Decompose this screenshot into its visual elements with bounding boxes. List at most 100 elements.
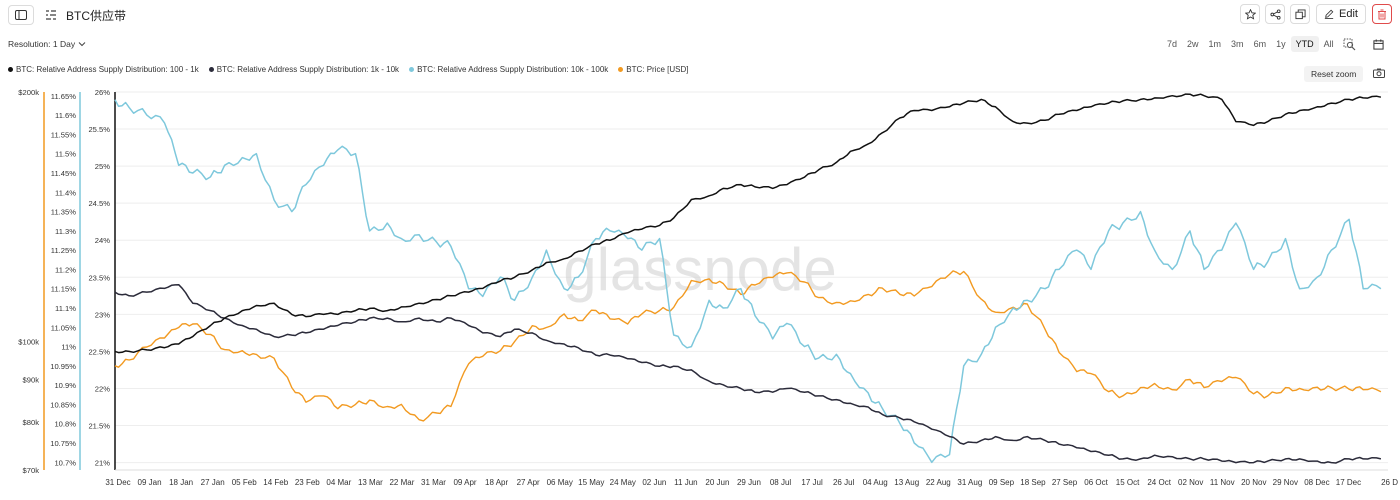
range-2w[interactable]: 2w bbox=[1187, 39, 1199, 49]
band-10k-100k-tick-label: 11.65% bbox=[51, 92, 76, 101]
price-tick-label: $70k bbox=[23, 466, 40, 475]
x-tick-label: 15 May bbox=[578, 478, 604, 487]
dashboard-icon bbox=[46, 10, 56, 20]
band-10k-100k-tick-label: 11.55% bbox=[51, 130, 76, 139]
duplicate-button[interactable] bbox=[1290, 4, 1310, 24]
legend-item-1k-10k[interactable]: BTC: Relative Address Supply Distributio… bbox=[208, 65, 400, 74]
band-100-1k-tick-label: 23% bbox=[95, 310, 110, 319]
chart-area[interactable]: glassnode $200k $100k $90k $80k $70k 11.65% 11… bbox=[0, 80, 1400, 500]
star-icon bbox=[1244, 8, 1256, 20]
x-tick-label: 18 Jan bbox=[169, 478, 193, 487]
x-tick-label: 02 Nov bbox=[1178, 478, 1203, 487]
x-tick-label: 27 Sep bbox=[1052, 478, 1078, 487]
edit-button[interactable]: Edit bbox=[1316, 4, 1366, 24]
date-picker-button[interactable] bbox=[1370, 36, 1386, 52]
range-3m[interactable]: 3m bbox=[1231, 39, 1244, 49]
x-tick-label: 06 May bbox=[547, 478, 573, 487]
price-tick-label: $200k bbox=[18, 88, 39, 97]
band-10k-100k-tick-label: 11.4% bbox=[55, 188, 76, 197]
band-100-1k-tick-label: 25.5% bbox=[88, 125, 110, 134]
legend-label: BTC: Relative Address Supply Distributio… bbox=[216, 65, 400, 74]
x-tick-label: 09 Sep bbox=[989, 478, 1015, 487]
x-tick-label: 29 Nov bbox=[1273, 478, 1298, 487]
range-ytd[interactable]: YTD bbox=[1290, 36, 1319, 52]
band-10k-100k-tick-label: 11.2% bbox=[55, 265, 76, 274]
band-100-1k-tick-label: 22% bbox=[95, 384, 110, 393]
x-tick-label: 22 Aug bbox=[926, 478, 951, 487]
x-tick-label: 02 Jun bbox=[642, 478, 666, 487]
series bbox=[114, 93, 1382, 464]
x-tick-label: 09 Apr bbox=[453, 478, 476, 487]
x-tick-label: 05 Feb bbox=[232, 478, 257, 487]
band-10k-100k-tick-label: 10.9% bbox=[54, 381, 76, 390]
x-tick-label: 24 May bbox=[610, 478, 636, 487]
range-1m[interactable]: 1m bbox=[1208, 39, 1222, 49]
sidebar-toggle-button[interactable] bbox=[8, 5, 34, 25]
share-icon bbox=[1269, 8, 1281, 20]
x-tick-label: 31 Aug bbox=[957, 478, 982, 487]
chevron-down-icon bbox=[78, 42, 86, 47]
band-10k-100k-tick-label: 10.7% bbox=[54, 458, 76, 467]
legend-marker bbox=[8, 67, 13, 72]
range-1y[interactable]: 1y bbox=[1276, 39, 1286, 49]
range-6m[interactable]: 6m bbox=[1253, 39, 1267, 49]
legend-marker bbox=[409, 67, 415, 72]
delete-button[interactable] bbox=[1372, 4, 1392, 24]
legend-label: BTC: Relative Address Supply Distributio… bbox=[16, 65, 199, 74]
band-100-1k-tick-label: 26% bbox=[95, 88, 110, 97]
band-10k-100k-tick-label: 11.5% bbox=[55, 150, 76, 159]
x-tick-label: 20 Jun bbox=[705, 478, 729, 487]
reset-zoom-button[interactable]: Reset zoom bbox=[1304, 66, 1364, 82]
axes: $200k $100k $90k $80k $70k 11.65% 11.6% 11.55% 1… bbox=[18, 88, 1398, 487]
band-10k-100k-tick-label: 11.6% bbox=[55, 111, 76, 120]
x-tick-label: 08 Dec bbox=[1304, 478, 1329, 487]
series-line-1k-10k bbox=[114, 283, 1382, 464]
legend-label: BTC: Relative Address Supply Distributio… bbox=[417, 65, 609, 74]
x-tick-label: 13 Mar bbox=[358, 478, 383, 487]
calendar-icon bbox=[1372, 38, 1384, 50]
x-tick-label: 18 Apr bbox=[485, 478, 508, 487]
x-tick-label: 29 Jun bbox=[737, 478, 761, 487]
x-tick-label: 26 Jul bbox=[833, 478, 855, 487]
legend-item-10k-100k[interactable]: BTC: Relative Address Supply Distributio… bbox=[409, 65, 608, 74]
band-10k-100k-tick-label: 10.75% bbox=[50, 439, 76, 448]
band-100-1k-tick-label: 25% bbox=[95, 162, 110, 171]
page-title: BTC供应带 bbox=[66, 9, 127, 23]
x-tick-label: 24 Oct bbox=[1147, 478, 1171, 487]
band-10k-100k-tick-label: 11.25% bbox=[51, 246, 76, 255]
price-tick-label: $90k bbox=[23, 376, 40, 385]
band-10k-100k-tick-label: 10.8% bbox=[54, 420, 76, 429]
band-10k-100k-tick-label: 11.35% bbox=[51, 208, 76, 217]
x-tick-label: 06 Oct bbox=[1084, 478, 1108, 487]
series-line-price bbox=[114, 270, 1382, 422]
range-all[interactable]: All bbox=[1323, 39, 1334, 49]
price-tick-label: $100k bbox=[18, 338, 39, 347]
x-tick-label: 13 Aug bbox=[894, 478, 919, 487]
favorite-button[interactable] bbox=[1240, 4, 1260, 24]
resolution-select[interactable]: Resolution: 1 Day bbox=[8, 39, 86, 49]
band-10k-100k-tick-label: 10.95% bbox=[50, 362, 76, 371]
x-tick-label: 31 Mar bbox=[421, 478, 446, 487]
band-10k-100k-tick-label: 11.1% bbox=[55, 304, 76, 313]
band-10k-100k-tick-label: 11% bbox=[61, 343, 76, 352]
legend-item-price[interactable]: BTC: Price [USD] bbox=[618, 65, 689, 74]
share-button[interactable] bbox=[1265, 4, 1285, 24]
zoom-icon[interactable] bbox=[1343, 38, 1356, 51]
band-100-1k-tick-label: 23.5% bbox=[88, 273, 110, 282]
band-10k-100k-tick-label: 11.45% bbox=[51, 169, 76, 178]
x-tick-label: 27 Jan bbox=[201, 478, 225, 487]
band-100-1k-tick-label: 21% bbox=[95, 459, 110, 468]
x-tick-label: 17 Dec bbox=[1336, 478, 1361, 487]
pencil-icon bbox=[1324, 9, 1334, 19]
legend-item-100-1k[interactable]: BTC: Relative Address Supply Distributio… bbox=[8, 65, 199, 74]
band-10k-100k-tick-label: 11.15% bbox=[51, 285, 76, 294]
x-tick-label: 11 Nov bbox=[1210, 478, 1235, 487]
range-7d[interactable]: 7d bbox=[1167, 39, 1178, 49]
time-range-selector: 7d 2w 1m 3m 6m 1y YTD All bbox=[1162, 36, 1339, 52]
camera-icon[interactable] bbox=[1373, 68, 1385, 78]
series-line-10k-100k bbox=[114, 99, 1382, 464]
legend-label: BTC: Price [USD] bbox=[626, 65, 689, 74]
x-tick-label: 22 Mar bbox=[389, 478, 414, 487]
chart-legend: BTC: Relative Address Supply Distributio… bbox=[8, 65, 689, 74]
legend-marker bbox=[208, 67, 214, 72]
